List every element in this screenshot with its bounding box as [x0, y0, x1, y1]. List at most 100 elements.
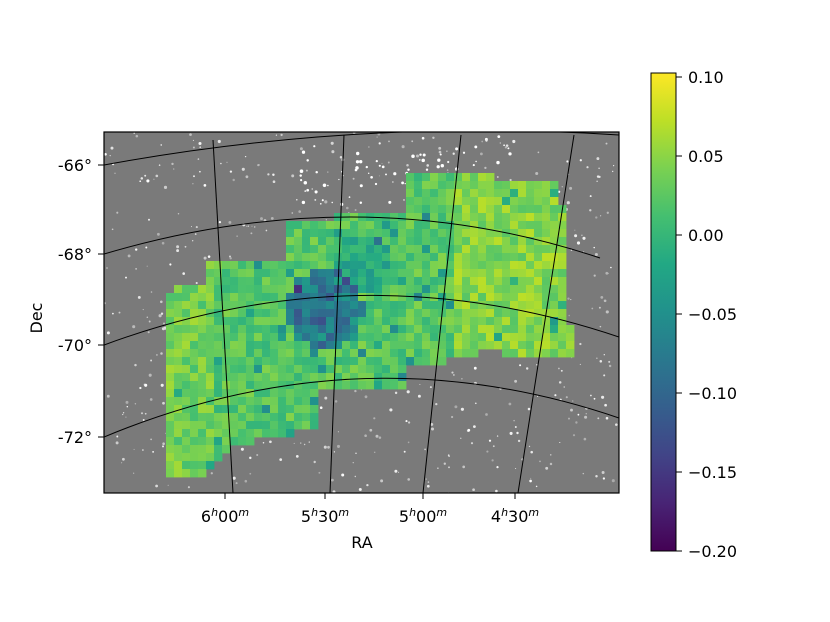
heatmap-cell: [326, 357, 335, 366]
heatmap-cell: [550, 213, 559, 222]
star: [121, 462, 123, 464]
heatmap-cell: [494, 325, 503, 334]
star: [280, 133, 283, 137]
heatmap-cell: [350, 373, 359, 382]
star: [535, 171, 539, 176]
heatmap-cell: [222, 349, 231, 358]
heatmap-cell: [198, 389, 207, 398]
heatmap-cell: [462, 285, 471, 294]
heatmap-cell: [422, 213, 431, 222]
heatmap-cell: [302, 229, 311, 238]
star: [474, 145, 478, 149]
heatmap-cell: [374, 317, 383, 326]
heatmap-cell: [502, 317, 511, 326]
star: [104, 153, 107, 156]
star: [525, 367, 529, 370]
heatmap-cell: [494, 269, 503, 278]
heatmap-cell: [198, 317, 207, 326]
heatmap-cell: [366, 269, 375, 278]
heatmap-cell: [398, 285, 407, 294]
heatmap-cell: [190, 341, 199, 350]
star: [161, 241, 165, 245]
heatmap-cell: [358, 221, 367, 230]
heatmap-cell: [238, 413, 247, 422]
heatmap-cell: [206, 333, 215, 342]
star: [327, 184, 329, 187]
heatmap-cell: [430, 229, 439, 238]
star: [611, 479, 615, 483]
star: [203, 184, 207, 187]
heatmap-cell: [398, 341, 407, 350]
heatmap-cell: [326, 333, 335, 342]
heatmap-cell: [390, 253, 399, 262]
star: [570, 299, 572, 301]
heatmap-cell: [174, 405, 183, 414]
y-axis-label: Dec: [27, 303, 46, 334]
heatmap-cell: [406, 357, 415, 366]
heatmap-cell: [542, 349, 551, 358]
star: [331, 478, 334, 482]
heatmap-cell: [174, 445, 183, 454]
star: [158, 314, 162, 318]
star: [306, 159, 309, 162]
heatmap-cell: [526, 301, 535, 310]
heatmap-cell: [246, 277, 255, 286]
heatmap-cell: [438, 237, 447, 246]
star: [193, 175, 195, 178]
heatmap-cell: [478, 293, 487, 302]
heatmap-cell: [430, 325, 439, 334]
heatmap-cell: [390, 333, 399, 342]
colorbar-tick-label: −0.20: [688, 542, 737, 561]
heatmap-cell: [342, 229, 351, 238]
star: [298, 210, 302, 213]
star: [319, 406, 323, 409]
star: [508, 152, 512, 156]
heatmap-cell: [438, 229, 447, 238]
heatmap-cell: [246, 437, 255, 446]
heatmap-cell: [438, 189, 447, 198]
heatmap-cell: [318, 285, 327, 294]
star: [589, 209, 592, 212]
star: [111, 228, 114, 231]
heatmap-cell: [182, 445, 191, 454]
star: [593, 246, 595, 249]
heatmap-cell: [230, 269, 239, 278]
heatmap-cell: [310, 245, 319, 254]
star: [346, 206, 349, 210]
heatmap-cell: [222, 341, 231, 350]
heatmap-cell: [446, 325, 455, 334]
heatmap-cell: [478, 213, 487, 222]
star: [272, 173, 275, 176]
heatmap-cell: [478, 189, 487, 198]
heatmap-cell: [502, 189, 511, 198]
heatmap-cell: [502, 261, 511, 270]
heatmap-cell: [510, 221, 519, 230]
heatmap-cell: [270, 325, 279, 334]
heatmap-cell: [526, 229, 535, 238]
heatmap-cell: [278, 317, 287, 326]
star: [392, 181, 394, 183]
heatmap-cell: [422, 341, 431, 350]
heatmap-cell: [486, 325, 495, 334]
heatmap-cell: [526, 333, 535, 342]
heatmap-cell: [438, 317, 447, 326]
heatmap-cell: [294, 285, 303, 294]
heatmap-cell: [374, 293, 383, 302]
heatmap-cell: [374, 269, 383, 278]
heatmap-cell: [382, 325, 391, 334]
heatmap-cell: [510, 301, 519, 310]
heatmap-cell: [262, 301, 271, 310]
heatmap-cell: [246, 381, 255, 390]
star: [575, 421, 578, 424]
heatmap-cell: [542, 253, 551, 262]
heatmap-cell: [382, 221, 391, 230]
heatmap-cell: [390, 381, 399, 390]
heatmap-cell: [390, 317, 399, 326]
star: [472, 488, 475, 492]
heatmap-cell: [510, 205, 519, 214]
heatmap-cell: [190, 333, 199, 342]
heatmap-cell: [342, 317, 351, 326]
heatmap-cell: [286, 357, 295, 366]
heatmap-cell: [310, 389, 319, 398]
star: [579, 363, 581, 365]
